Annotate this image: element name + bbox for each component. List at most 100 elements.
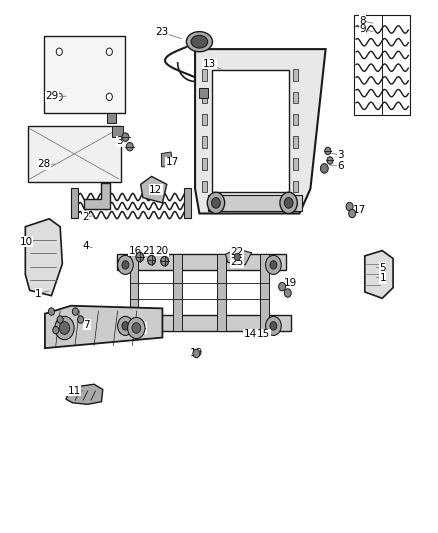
Polygon shape — [184, 188, 191, 217]
Circle shape — [122, 261, 129, 269]
Circle shape — [122, 321, 129, 330]
Bar — [293, 181, 298, 192]
Bar — [202, 181, 207, 192]
Text: 25: 25 — [231, 257, 244, 267]
Text: 7: 7 — [83, 320, 90, 330]
Bar — [293, 158, 298, 170]
Polygon shape — [226, 249, 252, 265]
Circle shape — [234, 253, 240, 261]
Bar — [293, 69, 298, 81]
Circle shape — [321, 164, 328, 173]
Text: 22: 22 — [231, 247, 244, 257]
Bar — [202, 69, 207, 81]
Circle shape — [207, 192, 225, 214]
Text: 21: 21 — [142, 246, 155, 256]
Polygon shape — [28, 126, 121, 182]
Text: 24: 24 — [133, 323, 146, 333]
Polygon shape — [130, 254, 138, 331]
Circle shape — [270, 261, 277, 269]
Polygon shape — [162, 152, 173, 167]
Bar — [199, 88, 208, 98]
Bar — [293, 114, 298, 125]
Bar — [202, 158, 207, 170]
Text: 23: 23 — [155, 27, 168, 37]
Circle shape — [161, 256, 169, 266]
Text: 6: 6 — [338, 161, 344, 171]
Bar — [202, 136, 207, 148]
Text: 13: 13 — [203, 59, 216, 69]
Polygon shape — [113, 126, 123, 136]
Bar — [202, 92, 207, 103]
Circle shape — [265, 317, 281, 335]
Polygon shape — [108, 316, 291, 331]
Text: 10: 10 — [20, 237, 33, 247]
Circle shape — [136, 252, 144, 262]
Circle shape — [59, 321, 70, 334]
Circle shape — [193, 349, 200, 358]
Text: 4: 4 — [82, 241, 89, 252]
Circle shape — [346, 203, 353, 211]
Polygon shape — [25, 219, 62, 296]
Polygon shape — [260, 254, 269, 331]
Polygon shape — [66, 384, 103, 405]
Text: 3: 3 — [338, 150, 344, 160]
Circle shape — [48, 308, 54, 316]
Circle shape — [265, 255, 281, 274]
Circle shape — [122, 133, 129, 141]
Polygon shape — [173, 254, 182, 331]
Circle shape — [56, 48, 62, 55]
Polygon shape — [365, 251, 393, 298]
Text: 11: 11 — [67, 385, 81, 395]
Circle shape — [280, 192, 297, 214]
Bar — [293, 136, 298, 148]
Circle shape — [106, 93, 113, 101]
Circle shape — [148, 255, 155, 265]
Circle shape — [56, 93, 62, 101]
Circle shape — [270, 321, 277, 330]
Circle shape — [106, 48, 113, 55]
Circle shape — [57, 316, 63, 323]
Circle shape — [327, 157, 333, 164]
Text: 15: 15 — [257, 329, 270, 340]
Text: 2: 2 — [82, 212, 89, 222]
Circle shape — [284, 198, 293, 208]
Polygon shape — [45, 306, 162, 348]
Ellipse shape — [191, 35, 208, 48]
Polygon shape — [44, 36, 124, 113]
Text: 8: 8 — [359, 16, 366, 26]
Text: 17: 17 — [166, 157, 179, 167]
Text: 14: 14 — [244, 329, 257, 340]
Text: 12: 12 — [149, 184, 162, 195]
Text: 17: 17 — [353, 205, 366, 215]
Text: 1: 1 — [35, 288, 42, 298]
Text: 3: 3 — [117, 136, 123, 147]
Text: 29: 29 — [45, 91, 59, 101]
Polygon shape — [117, 254, 286, 270]
Circle shape — [53, 326, 59, 334]
Text: 1: 1 — [379, 273, 386, 283]
Circle shape — [132, 322, 141, 333]
Circle shape — [117, 255, 133, 274]
Circle shape — [117, 317, 133, 335]
Circle shape — [349, 209, 356, 217]
Polygon shape — [212, 70, 289, 192]
Polygon shape — [195, 49, 325, 214]
Polygon shape — [217, 254, 226, 331]
Text: 20: 20 — [155, 246, 168, 256]
Circle shape — [127, 317, 145, 338]
Circle shape — [279, 282, 286, 291]
Polygon shape — [141, 176, 167, 203]
Text: 9: 9 — [359, 25, 366, 35]
Polygon shape — [107, 113, 116, 123]
Text: 19: 19 — [190, 349, 203, 359]
Circle shape — [72, 308, 78, 316]
Circle shape — [212, 198, 220, 208]
Circle shape — [55, 317, 74, 340]
Text: 28: 28 — [37, 159, 51, 169]
Bar — [202, 114, 207, 125]
Polygon shape — [84, 183, 110, 209]
Circle shape — [78, 316, 84, 323]
Text: 5: 5 — [379, 263, 386, 272]
Text: 16: 16 — [129, 246, 142, 256]
Circle shape — [126, 142, 133, 151]
